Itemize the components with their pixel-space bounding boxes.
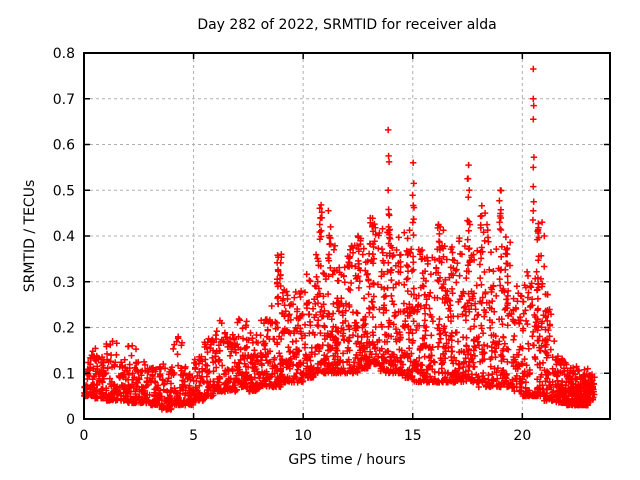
- y-tick-label: 0.6: [53, 138, 75, 154]
- scatter-points: [81, 65, 598, 413]
- y-tick-label: 0.1: [53, 366, 75, 382]
- y-tick-label: 0.8: [53, 46, 75, 62]
- x-tick-label: 20: [513, 428, 531, 444]
- tick-labels: 0 0.1 0.2 0.3 0.4 0.5 0.6 0.7 0.8 0 5 10 15 20: [53, 46, 532, 444]
- x-axis-label: GPS time / hours: [288, 452, 406, 468]
- tick-marks: [83, 52, 610, 420]
- y-tick-label: 0: [66, 412, 75, 428]
- y-tick-label: 0.7: [53, 92, 75, 108]
- y-axis-label: SRMTID / TECUs: [22, 179, 38, 293]
- x-tick-label: 5: [189, 428, 198, 444]
- x-tick-label: 10: [294, 428, 312, 444]
- x-tick-label: 15: [404, 428, 422, 444]
- chart-title: Day 282 of 2022, SRMTID for receiver ald…: [197, 17, 497, 33]
- x-tick-label: 0: [80, 428, 89, 444]
- y-tick-label: 0.2: [53, 321, 75, 337]
- y-tick-label: 0.4: [53, 229, 75, 245]
- y-tick-label: 0.3: [53, 275, 75, 291]
- y-tick-label: 0.5: [53, 183, 75, 199]
